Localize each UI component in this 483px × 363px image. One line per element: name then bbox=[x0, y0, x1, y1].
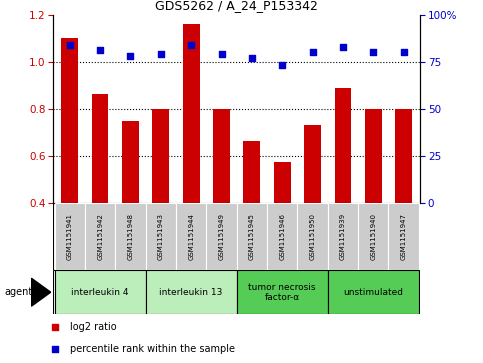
Text: GSM1151940: GSM1151940 bbox=[370, 213, 376, 260]
FancyBboxPatch shape bbox=[176, 203, 206, 270]
Bar bbox=[243, 141, 260, 203]
Point bbox=[51, 346, 58, 352]
Bar bbox=[304, 125, 321, 203]
Text: agent: agent bbox=[5, 287, 33, 297]
Point bbox=[369, 49, 377, 55]
Text: GSM1151950: GSM1151950 bbox=[310, 213, 315, 260]
Bar bbox=[365, 109, 382, 203]
Text: GSM1151947: GSM1151947 bbox=[400, 213, 407, 260]
Bar bbox=[61, 38, 78, 203]
Text: GSM1151945: GSM1151945 bbox=[249, 213, 255, 260]
Point bbox=[309, 49, 316, 55]
Point bbox=[157, 51, 165, 57]
Point bbox=[278, 62, 286, 68]
FancyBboxPatch shape bbox=[85, 203, 115, 270]
Point bbox=[339, 44, 347, 49]
Text: log2 ratio: log2 ratio bbox=[70, 322, 116, 332]
Point bbox=[51, 324, 58, 330]
Text: GSM1151946: GSM1151946 bbox=[279, 213, 285, 260]
Text: interleukin 13: interleukin 13 bbox=[159, 288, 223, 297]
Bar bbox=[92, 94, 109, 203]
Bar bbox=[213, 109, 230, 203]
Title: GDS5262 / A_24_P153342: GDS5262 / A_24_P153342 bbox=[155, 0, 318, 12]
Text: tumor necrosis
factor-α: tumor necrosis factor-α bbox=[248, 282, 316, 302]
FancyBboxPatch shape bbox=[206, 203, 237, 270]
FancyBboxPatch shape bbox=[267, 203, 298, 270]
Text: unstimulated: unstimulated bbox=[343, 288, 403, 297]
FancyBboxPatch shape bbox=[388, 203, 419, 270]
Bar bbox=[335, 87, 351, 203]
Point bbox=[127, 53, 134, 59]
FancyBboxPatch shape bbox=[298, 203, 327, 270]
Text: GSM1151944: GSM1151944 bbox=[188, 213, 194, 260]
Text: interleukin 4: interleukin 4 bbox=[71, 288, 129, 297]
FancyBboxPatch shape bbox=[237, 270, 327, 314]
Text: GSM1151942: GSM1151942 bbox=[97, 213, 103, 260]
Text: GSM1151948: GSM1151948 bbox=[128, 213, 133, 260]
Point bbox=[218, 51, 226, 57]
Bar bbox=[183, 24, 199, 203]
FancyBboxPatch shape bbox=[358, 203, 388, 270]
Point bbox=[399, 49, 407, 55]
Text: GSM1151949: GSM1151949 bbox=[218, 213, 225, 260]
Bar bbox=[122, 121, 139, 203]
Text: GSM1151941: GSM1151941 bbox=[67, 213, 73, 260]
Point bbox=[66, 42, 74, 48]
Text: GSM1151939: GSM1151939 bbox=[340, 213, 346, 260]
FancyBboxPatch shape bbox=[55, 270, 146, 314]
Text: percentile rank within the sample: percentile rank within the sample bbox=[70, 344, 235, 354]
Point bbox=[248, 55, 256, 61]
Bar bbox=[153, 109, 169, 203]
FancyBboxPatch shape bbox=[327, 270, 419, 314]
Text: GSM1151943: GSM1151943 bbox=[158, 213, 164, 260]
FancyBboxPatch shape bbox=[327, 203, 358, 270]
FancyBboxPatch shape bbox=[146, 270, 237, 314]
FancyBboxPatch shape bbox=[146, 203, 176, 270]
Point bbox=[96, 48, 104, 53]
Polygon shape bbox=[31, 278, 51, 306]
FancyBboxPatch shape bbox=[115, 203, 146, 270]
Point bbox=[187, 42, 195, 48]
FancyBboxPatch shape bbox=[237, 203, 267, 270]
Bar bbox=[395, 109, 412, 203]
Bar bbox=[274, 162, 290, 203]
FancyBboxPatch shape bbox=[55, 203, 85, 270]
